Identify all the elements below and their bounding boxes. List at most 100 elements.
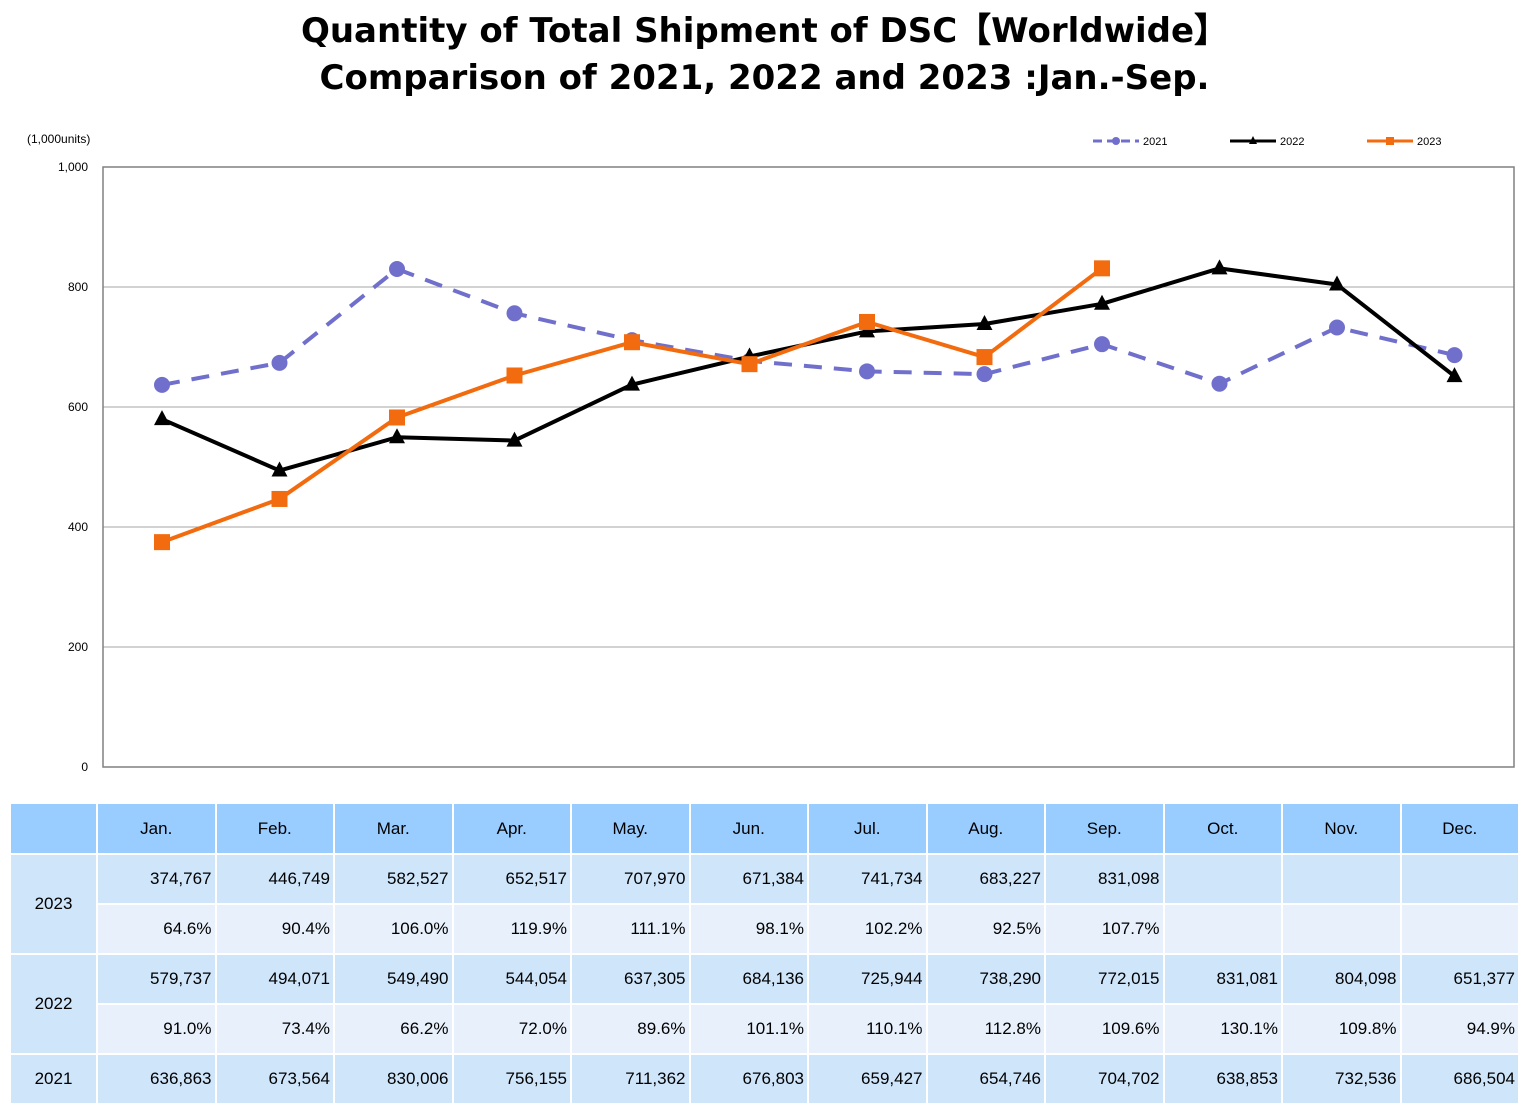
table-cell: 686,504 bbox=[1399, 1053, 1520, 1105]
col-header: Sep. bbox=[1044, 802, 1165, 855]
table-cell: 638,853 bbox=[1162, 1053, 1283, 1105]
table-cell: 804,098 bbox=[1281, 953, 1402, 1005]
table-cell: 109.8% bbox=[1281, 1003, 1402, 1055]
col-header: Feb. bbox=[214, 802, 335, 855]
table-cell: 92.5% bbox=[925, 903, 1046, 955]
y-tick-label: 600 bbox=[68, 400, 88, 414]
table-cell bbox=[1162, 853, 1283, 905]
table-cell: 738,290 bbox=[925, 953, 1046, 1005]
year-label-2022: 2022 bbox=[9, 953, 98, 1055]
point-2023-0 bbox=[154, 534, 170, 551]
plot-area bbox=[103, 167, 1514, 767]
table-cell: 725,944 bbox=[807, 953, 928, 1005]
table-cell: 830,006 bbox=[333, 1053, 454, 1105]
table-cell: 651,377 bbox=[1399, 953, 1520, 1005]
year-label-2021: 2021 bbox=[9, 1053, 98, 1105]
col-header: Jun. bbox=[688, 802, 809, 855]
table-cell: 494,071 bbox=[214, 953, 335, 1005]
table-cell: 73.4% bbox=[214, 1003, 335, 1055]
table-header-row: Jan. Feb. Mar. Apr. May. Jun. Jul. Aug. … bbox=[9, 802, 1520, 855]
table-cell: 741,734 bbox=[807, 853, 928, 905]
col-header: Apr. bbox=[451, 802, 572, 855]
point-2023-1 bbox=[271, 490, 288, 507]
table-cell: 130.1% bbox=[1162, 1003, 1283, 1055]
y-tick-label: 1,000 bbox=[58, 160, 88, 174]
table-cell: 772,015 bbox=[1044, 953, 1165, 1005]
table-cell: 707,970 bbox=[570, 853, 691, 905]
table-row-2021-units: 2021 636,863 673,564 830,006 756,155 711… bbox=[9, 1053, 1520, 1105]
table-cell: 654,746 bbox=[925, 1053, 1046, 1105]
legend-marker-2021 bbox=[1112, 137, 1120, 145]
table-cell: 579,737 bbox=[96, 953, 217, 1005]
table-cell: 732,536 bbox=[1281, 1053, 1402, 1105]
table-row-2023-units: 2023 374,767 446,749 582,527 652,517 707… bbox=[9, 853, 1520, 955]
table-cell: 831,098 bbox=[1044, 853, 1165, 905]
table-cell bbox=[1399, 903, 1520, 955]
chart-title: Quantity of Total Shipment of DSC【Worldw… bbox=[0, 8, 1529, 102]
table-cell: 111.1% bbox=[570, 903, 691, 955]
data-table: Jan. Feb. Mar. Apr. May. Jun. Jul. Aug. … bbox=[9, 802, 1520, 1105]
table-cell: 89.6% bbox=[570, 1003, 691, 1055]
legend-marker-2022 bbox=[1249, 136, 1257, 144]
col-header: Oct. bbox=[1162, 802, 1283, 855]
point-2021-3 bbox=[506, 305, 523, 322]
point-2021-11 bbox=[1446, 347, 1463, 364]
legend-marker-2023 bbox=[1386, 137, 1394, 145]
table-cell: 98.1% bbox=[688, 903, 809, 955]
series-line-2021 bbox=[161, 266, 1455, 387]
table-cell: 119.9% bbox=[451, 903, 572, 955]
point-2022-9 bbox=[1211, 259, 1228, 275]
table-cell: 659,427 bbox=[807, 1053, 928, 1105]
point-2022-4 bbox=[624, 375, 640, 391]
table-cell: 549,490 bbox=[333, 953, 454, 1005]
table-cell bbox=[1281, 853, 1402, 905]
table-cell bbox=[1162, 903, 1283, 955]
point-2023-3 bbox=[506, 367, 523, 384]
point-2022-0 bbox=[154, 410, 170, 426]
point-2023-4 bbox=[624, 334, 640, 351]
point-2021-8 bbox=[1094, 336, 1110, 353]
col-header: Nov. bbox=[1281, 802, 1402, 855]
legend-label-2023: 2023 bbox=[1417, 136, 1441, 148]
point-2021-10 bbox=[1329, 319, 1345, 336]
point-2022-8 bbox=[1094, 294, 1110, 310]
table-cell: 101.1% bbox=[688, 1003, 809, 1055]
point-2023-8 bbox=[1094, 260, 1110, 277]
table-cell bbox=[1399, 853, 1520, 905]
table-cell: 109.6% bbox=[1044, 1003, 1165, 1055]
point-2022-10 bbox=[1329, 275, 1345, 291]
table-cell: 756,155 bbox=[451, 1053, 572, 1105]
point-2021-6 bbox=[859, 363, 875, 380]
plot-border bbox=[102, 166, 1515, 768]
table-cell: 110.1% bbox=[807, 1003, 928, 1055]
table-cell: 112.8% bbox=[925, 1003, 1046, 1055]
table-cell: 374,767 bbox=[96, 853, 217, 905]
y-tick-label: 0 bbox=[81, 760, 88, 774]
table-cell: 652,517 bbox=[451, 853, 572, 905]
point-2023-7 bbox=[976, 349, 993, 366]
table-row-2022-units: 2022 579,737 494,071 549,490 544,054 637… bbox=[9, 953, 1520, 1055]
point-2022-1 bbox=[271, 461, 288, 477]
point-2021-2 bbox=[389, 260, 405, 277]
col-header: Mar. bbox=[333, 802, 454, 855]
table-cell: 544,054 bbox=[451, 953, 572, 1005]
point-2021-0 bbox=[154, 376, 170, 393]
point-2022-2 bbox=[389, 428, 405, 444]
year-label-2023: 2023 bbox=[9, 853, 98, 955]
point-2022-11 bbox=[1446, 367, 1463, 383]
table-cell: 683,227 bbox=[925, 853, 1046, 905]
title-line-1: Quantity of Total Shipment of DSC【Worldw… bbox=[300, 11, 1229, 51]
point-2021-1 bbox=[271, 354, 288, 371]
table-cell: 676,803 bbox=[688, 1053, 809, 1105]
col-header: Dec. bbox=[1399, 802, 1520, 855]
table-cell: 66.2% bbox=[333, 1003, 454, 1055]
line-chart: 0 200 400 600 800 1,000 (1,000units) 2021 2022 20… bbox=[27, 132, 1515, 774]
table-cell: 636,863 bbox=[96, 1053, 217, 1105]
point-2023-6 bbox=[859, 313, 875, 330]
table-cell: 684,136 bbox=[688, 953, 809, 1005]
table-cell: 106.0% bbox=[333, 903, 454, 955]
table-row-2023-pct: 64.6% 90.4% 106.0% 119.9% 111.1% 98.1% 1… bbox=[10, 903, 1520, 955]
table-cell: 704,702 bbox=[1044, 1053, 1165, 1105]
table-cell: 72.0% bbox=[451, 1003, 572, 1055]
table-row-2022-pct: 91.0% 73.4% 66.2% 72.0% 89.6% 101.1% 110… bbox=[10, 1003, 1520, 1055]
